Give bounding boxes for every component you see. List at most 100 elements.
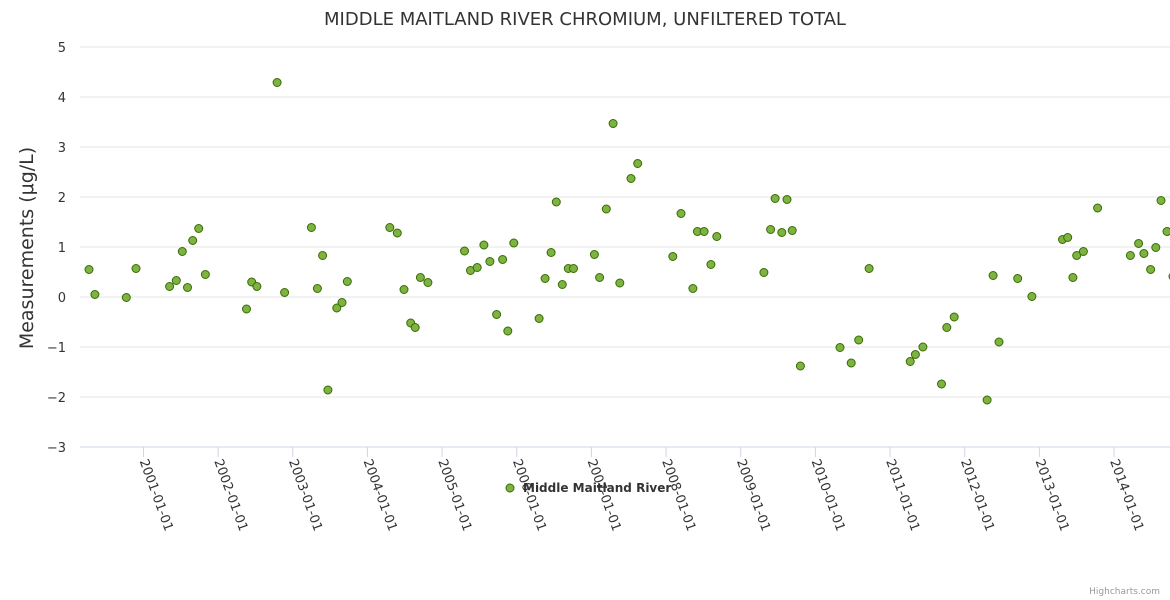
data-point[interactable] — [777, 228, 787, 237]
data-point[interactable] — [332, 303, 342, 313]
y-tick-label: −1 — [47, 341, 66, 356]
data-point[interactable] — [498, 255, 508, 264]
data-point[interactable] — [706, 260, 716, 269]
data-point[interactable] — [557, 280, 567, 289]
data-point[interactable] — [318, 251, 328, 260]
series-middle-maitland-river[interactable] — [84, 78, 1170, 405]
data-point[interactable] — [410, 323, 420, 332]
data-point[interactable] — [766, 225, 776, 234]
data-point[interactable] — [982, 395, 992, 405]
data-point[interactable] — [131, 264, 141, 273]
data-point[interactable] — [252, 282, 262, 291]
data-point[interactable] — [171, 276, 181, 285]
data-point[interactable] — [595, 273, 605, 282]
data-point[interactable] — [1063, 233, 1073, 242]
data-point[interactable] — [200, 270, 210, 279]
data-point[interactable] — [540, 274, 550, 283]
data-point[interactable] — [280, 288, 290, 297]
data-point[interactable] — [472, 263, 482, 272]
data-point[interactable] — [551, 197, 561, 207]
data-point[interactable] — [1139, 249, 1149, 258]
data-point[interactable] — [918, 342, 928, 352]
data-point[interactable] — [415, 273, 425, 282]
data-point[interactable] — [854, 335, 864, 345]
data-point[interactable] — [183, 283, 192, 292]
data-point[interactable] — [323, 385, 333, 395]
data-point[interactable] — [342, 277, 352, 286]
y-tick-label: 2 — [58, 191, 66, 206]
legend-item-middle-maitland-river[interactable]: Middle Maitland River — [523, 481, 671, 495]
data-point[interactable] — [194, 224, 204, 233]
y-tick-label: −2 — [47, 391, 66, 406]
data-point[interactable] — [1151, 243, 1161, 252]
data-point[interactable] — [949, 312, 959, 322]
data-point[interactable] — [1156, 196, 1166, 205]
data-point[interactable] — [942, 323, 952, 332]
data-point[interactable] — [905, 357, 915, 366]
data-point[interactable] — [272, 78, 282, 87]
data-point[interactable] — [615, 278, 625, 288]
data-point[interactable] — [1027, 292, 1037, 301]
data-point[interactable] — [1068, 273, 1078, 282]
data-point[interactable] — [608, 119, 618, 128]
data-point[interactable] — [1162, 227, 1170, 236]
data-point[interactable] — [712, 232, 722, 241]
data-point[interactable] — [668, 252, 678, 261]
data-point[interactable] — [626, 174, 636, 183]
data-point[interactable] — [1125, 251, 1135, 260]
data-point[interactable] — [864, 264, 874, 273]
data-point[interactable] — [385, 223, 395, 232]
data-point[interactable] — [177, 247, 187, 256]
data-point[interactable] — [759, 268, 769, 277]
data-point[interactable] — [392, 228, 402, 238]
y-tick-label: 1 — [58, 241, 66, 256]
credits-link[interactable]: Highcharts.com — [1089, 587, 1160, 597]
data-point[interactable] — [165, 282, 175, 291]
data-point[interactable] — [601, 204, 611, 214]
data-point[interactable] — [1078, 247, 1088, 256]
data-point[interactable] — [589, 250, 599, 259]
data-point[interactable] — [460, 246, 469, 256]
data-point[interactable] — [1072, 251, 1082, 260]
data-point[interactable] — [121, 293, 131, 302]
data-point[interactable] — [534, 314, 544, 323]
data-point[interactable] — [782, 195, 792, 204]
data-point[interactable] — [770, 194, 780, 203]
data-point[interactable] — [688, 284, 698, 293]
data-point[interactable] — [509, 238, 519, 248]
data-point[interactable] — [399, 285, 409, 294]
legend[interactable]: Middle Maitland River — [505, 481, 671, 495]
data-point[interactable] — [569, 264, 578, 273]
data-point[interactable] — [546, 248, 556, 257]
data-point[interactable] — [242, 304, 251, 314]
data-point[interactable] — [188, 236, 198, 245]
data-point[interactable] — [1134, 239, 1144, 248]
data-point[interactable] — [312, 284, 322, 293]
data-point[interactable] — [485, 257, 495, 266]
data-point[interactable] — [90, 290, 100, 299]
data-point[interactable] — [795, 361, 805, 371]
data-point[interactable] — [699, 227, 709, 236]
data-point[interactable] — [84, 265, 94, 274]
data-point[interactable] — [306, 223, 316, 232]
data-point[interactable] — [1013, 274, 1023, 283]
data-point[interactable] — [633, 159, 643, 168]
data-point[interactable] — [787, 226, 797, 235]
data-point[interactable] — [937, 379, 946, 389]
data-point[interactable] — [337, 298, 347, 307]
data-point[interactable] — [1093, 203, 1103, 213]
chart-title: MIDDLE MAITLAND RIVER CHROMIUM, UNFILTER… — [324, 9, 846, 30]
y-axis-label: Measurements (μg/L) — [16, 147, 38, 349]
legend-marker[interactable] — [505, 483, 515, 493]
data-point[interactable] — [492, 310, 502, 319]
data-point[interactable] — [994, 337, 1004, 347]
data-point[interactable] — [846, 358, 856, 368]
data-point[interactable] — [503, 326, 513, 336]
data-point[interactable] — [835, 343, 845, 352]
data-point[interactable] — [1146, 265, 1156, 274]
data-point[interactable] — [423, 278, 433, 287]
data-point[interactable] — [988, 271, 998, 280]
data-point[interactable] — [676, 209, 686, 218]
data-point[interactable] — [910, 350, 920, 359]
data-point[interactable] — [479, 240, 489, 250]
